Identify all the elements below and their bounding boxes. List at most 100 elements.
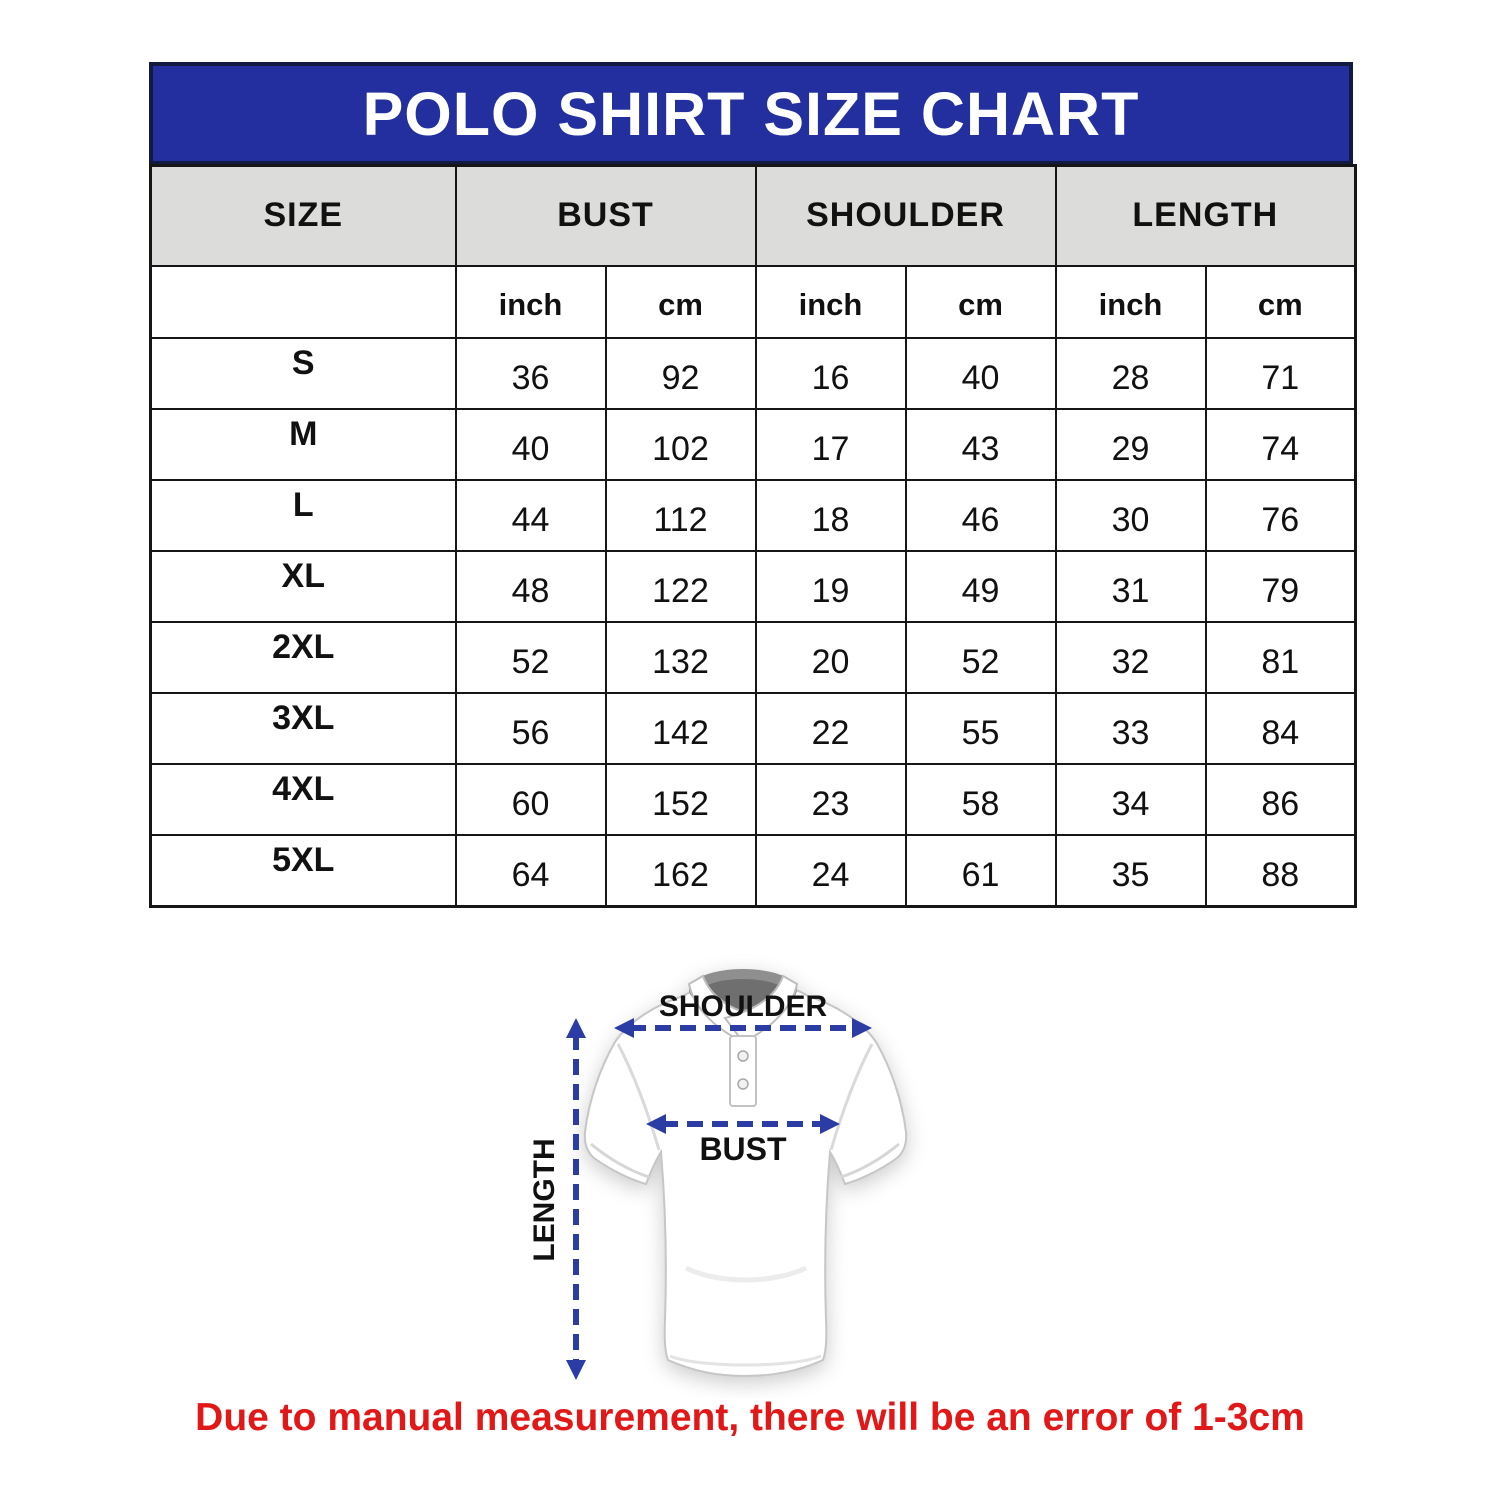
empty-cell — [149, 264, 457, 339]
table-cell: 52 — [904, 621, 1057, 695]
size-label: 3XL — [149, 692, 457, 766]
table-cell: 162 — [604, 834, 757, 908]
length-arrow — [566, 1018, 586, 1380]
size-label: 5XL — [149, 834, 457, 908]
measurement-diagram: SHOULDER BUST LENGTH — [518, 938, 982, 1398]
table-cell: 44 — [454, 478, 607, 553]
table-cell: 32 — [1054, 621, 1207, 695]
page-title: POLO SHIRT SIZE CHART — [362, 79, 1140, 148]
table-cell: 122 — [604, 549, 757, 624]
size-chart-table: SIZE BUST SHOULDER LENGTH inch cm inch c… — [149, 164, 1358, 908]
arrowhead-left — [646, 1114, 666, 1134]
bust-label: BUST — [699, 1131, 787, 1167]
size-label: XL — [149, 549, 457, 624]
cuff-seam-left — [590, 1142, 650, 1179]
column-header-shoulder: SHOULDER — [754, 164, 1057, 267]
table-cell: 24 — [754, 834, 907, 908]
table-cell: 56 — [454, 692, 607, 766]
column-header-length: LENGTH — [1054, 164, 1357, 267]
size-label: S — [149, 336, 457, 410]
table-cell: 48 — [454, 549, 607, 624]
arrowhead-bottom — [566, 1360, 586, 1380]
hem-seam — [669, 1354, 822, 1367]
table-cell: 33 — [1054, 692, 1207, 766]
table-cell: 43 — [904, 407, 1057, 481]
table-cell: 112 — [604, 478, 757, 553]
arrowhead-top — [566, 1018, 586, 1038]
column-header-size: SIZE — [149, 164, 457, 267]
table-cell: 28 — [1054, 336, 1207, 410]
table-cell: 35 — [1054, 834, 1207, 908]
unit-header: cm — [1204, 264, 1357, 339]
unit-header-row: inch cm inch cm inch cm — [149, 264, 1357, 339]
arrowhead-left — [614, 1018, 634, 1038]
unit-header: inch — [1054, 264, 1207, 339]
table-cell: 34 — [1054, 763, 1207, 837]
shoulder-label: SHOULDER — [659, 990, 828, 1023]
column-header-bust: BUST — [454, 164, 757, 267]
table-cell: 46 — [904, 478, 1057, 553]
button — [737, 1050, 749, 1062]
table-cell: 81 — [1204, 621, 1357, 695]
table-row: 4XL 60 152 23 58 34 86 — [149, 763, 1357, 837]
table-row: M 40 102 17 43 29 74 — [149, 407, 1357, 481]
table-cell: 58 — [904, 763, 1057, 837]
size-label: 4XL — [149, 763, 457, 837]
table-cell: 71 — [1204, 336, 1357, 410]
size-chart-container: SIZE BUST SHOULDER LENGTH inch cm inch c… — [149, 164, 1358, 908]
polo-shirt — [583, 969, 908, 1378]
table-cell: 55 — [904, 692, 1057, 766]
bust-arrow — [646, 1114, 840, 1134]
table-row: 5XL 64 162 24 61 35 88 — [149, 834, 1357, 908]
table-cell: 61 — [904, 834, 1057, 908]
armhole-seam-left — [616, 1043, 661, 1151]
table-cell: 49 — [904, 549, 1057, 624]
table-cell: 92 — [604, 336, 757, 410]
table-cell: 102 — [604, 407, 757, 481]
table-cell: 23 — [754, 763, 907, 837]
size-label: L — [149, 478, 457, 553]
table-cell: 40 — [904, 336, 1057, 410]
table-cell: 142 — [604, 692, 757, 766]
unit-header: inch — [754, 264, 907, 339]
table-cell: 74 — [1204, 407, 1357, 481]
table-cell: 76 — [1204, 478, 1357, 553]
table-cell: 17 — [754, 407, 907, 481]
table-cell: 22 — [754, 692, 907, 766]
table-cell: 40 — [454, 407, 607, 481]
unit-header: cm — [604, 264, 757, 339]
table-cell: 31 — [1054, 549, 1207, 624]
wrinkle-line — [684, 1265, 808, 1283]
table-cell: 19 — [754, 549, 907, 624]
table-header-row: SIZE BUST SHOULDER LENGTH — [149, 164, 1357, 267]
table-cell: 132 — [604, 621, 757, 695]
arrowhead-right — [820, 1114, 840, 1134]
table-cell: 88 — [1204, 834, 1357, 908]
table-row: L 44 112 18 46 30 76 — [149, 478, 1357, 553]
table-cell: 29 — [1054, 407, 1207, 481]
table-row: 3XL 56 142 22 55 33 84 — [149, 692, 1357, 766]
arrowhead-right — [852, 1018, 872, 1038]
shirt-body — [583, 976, 908, 1378]
table-cell: 84 — [1204, 692, 1357, 766]
polo-shirt-illustration: SHOULDER BUST LENGTH — [528, 969, 908, 1380]
table-cell: 30 — [1054, 478, 1207, 553]
size-label: 2XL — [149, 621, 457, 695]
table-cell: 79 — [1204, 549, 1357, 624]
button — [737, 1078, 749, 1090]
armhole-seam-right — [829, 1043, 874, 1151]
table-cell: 16 — [754, 336, 907, 410]
table-cell: 36 — [454, 336, 607, 410]
size-label: M — [149, 407, 457, 481]
unit-header: cm — [904, 264, 1057, 339]
table-cell: 60 — [454, 763, 607, 837]
unit-header: inch — [454, 264, 607, 339]
shoulder-arrow — [614, 1018, 872, 1038]
cuff-seam-right — [840, 1142, 900, 1179]
table-cell: 152 — [604, 763, 757, 837]
table-cell: 18 — [754, 478, 907, 553]
table-cell: 20 — [754, 621, 907, 695]
placket — [729, 1035, 757, 1107]
disclaimer-text: Due to manual measurement, there will be… — [195, 1396, 1305, 1439]
table-row: 2XL 52 132 20 52 32 81 — [149, 621, 1357, 695]
